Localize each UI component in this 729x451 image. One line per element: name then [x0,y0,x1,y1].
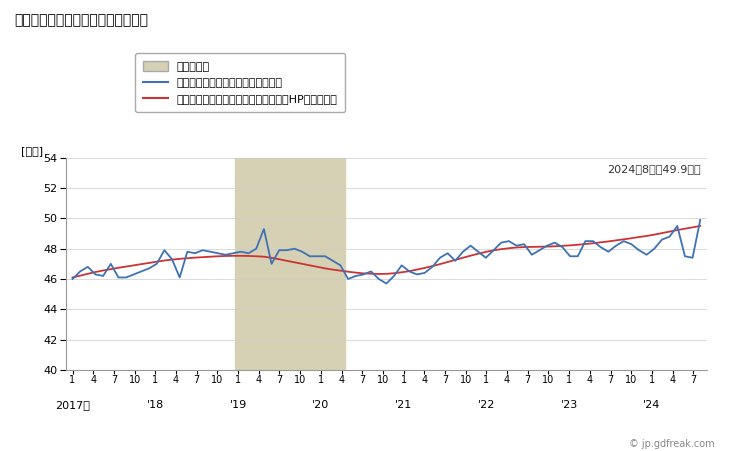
Text: '19: '19 [230,400,246,410]
Text: 一般労働者のきまって支給する給与: 一般労働者のきまって支給する給与 [15,14,149,28]
Bar [235,158,345,370]
Text: '18: '18 [147,400,164,410]
Legend: 景気後退期, 一般労働者のきまって支給する給与, 一般労働者のきまって支給する給与（HPフィルタ）: 景気後退期, 一般労働者のきまって支給する給与, 一般労働者のきまって支給する給… [136,53,345,112]
Text: 2024年8月：49.9万円: 2024年8月：49.9万円 [607,164,701,174]
Text: '21: '21 [395,400,412,410]
Text: © jp.gdfreak.com: © jp.gdfreak.com [629,439,714,449]
Text: '22: '22 [477,400,495,410]
Text: 2017年: 2017年 [55,400,90,410]
Text: [万円]: [万円] [20,146,43,156]
Text: '23: '23 [561,400,578,410]
Text: '20: '20 [312,400,330,410]
Text: '24: '24 [643,400,660,410]
